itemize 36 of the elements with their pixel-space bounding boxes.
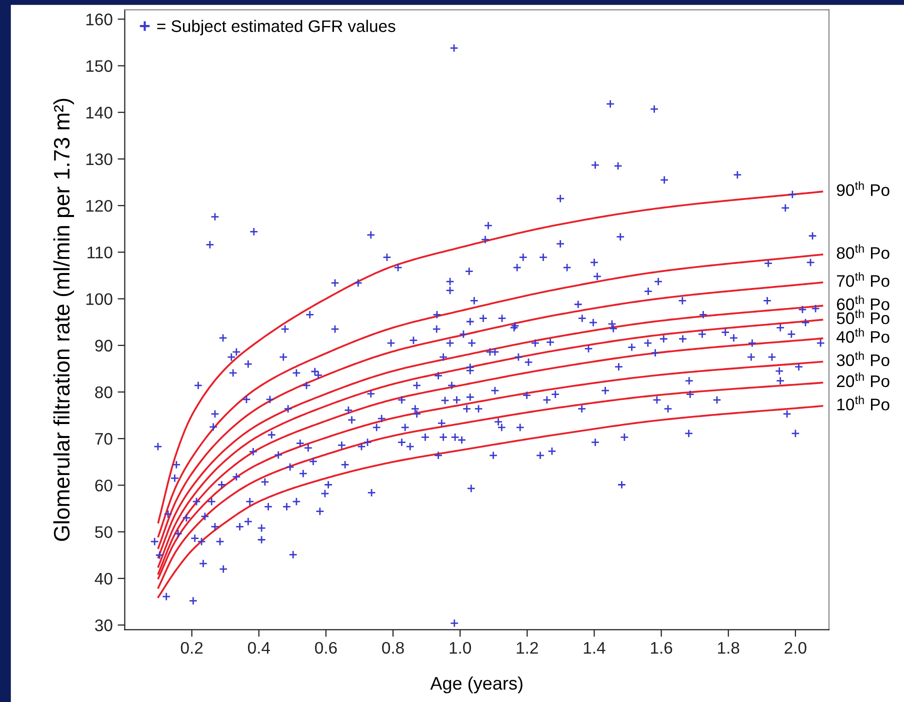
series-label: 50$^{th}$ Po — [836, 309, 890, 324]
series-label: 80$^{th}$ Po — [836, 244, 890, 259]
x-tick-label: 0.6 — [315, 642, 337, 654]
x-tick-label: 1.2 — [516, 642, 538, 654]
y-tick-label: 140 — [86, 106, 112, 119]
series-label: 40$^{th}$ Po — [836, 328, 890, 343]
series-label: 90$^{th}$ Po — [836, 181, 890, 196]
x-tick-label: 0.8 — [382, 642, 404, 654]
series-label: 30$^{th}$ Po — [836, 351, 890, 366]
y-tick-label: 110 — [88, 246, 112, 258]
series-label: 20$^{th}$ Po — [836, 372, 890, 388]
y-tick-label: 150 — [86, 60, 112, 72]
y-tick-label: 90 — [95, 340, 112, 352]
series-label: 60$^{th}$ Po — [836, 295, 890, 310]
legend-label: = Subject estimated GFR values — [157, 20, 396, 36]
y-tick-label: 130 — [86, 153, 112, 166]
x-tick-label: 1.8 — [718, 642, 740, 654]
y-tick-label: 30 — [95, 619, 112, 632]
x-tick-label: 0.2 — [180, 642, 203, 654]
y-tick-label: 80 — [95, 386, 112, 398]
y-tick-label: 160 — [86, 14, 112, 26]
y-tick-label: 40 — [94, 572, 112, 585]
series-label: 70$^{th}$ Po — [837, 272, 890, 287]
x-tick-label: 0.4 — [248, 642, 270, 654]
y-tick-label: 60 — [95, 480, 112, 492]
x-tick-label: 1.6 — [650, 642, 672, 654]
x-tick-label: 2.0 — [784, 642, 806, 654]
x-tick-label: 1.0 — [450, 642, 472, 654]
y-tick-label: 50 — [95, 526, 112, 538]
x-tick-label: 1.4 — [584, 642, 606, 654]
y-axis-title: Glomerular filtration rate (ml/min per 1.73 m²) — [53, 98, 74, 541]
y-tick-label: 120 — [86, 200, 112, 212]
x-axis-title: Age (years) — [430, 676, 522, 694]
series-label: 10$^{th}$ Po — [837, 396, 890, 410]
y-tick-label: 100 — [86, 293, 112, 305]
y-tick-label: 70 — [95, 433, 112, 445]
